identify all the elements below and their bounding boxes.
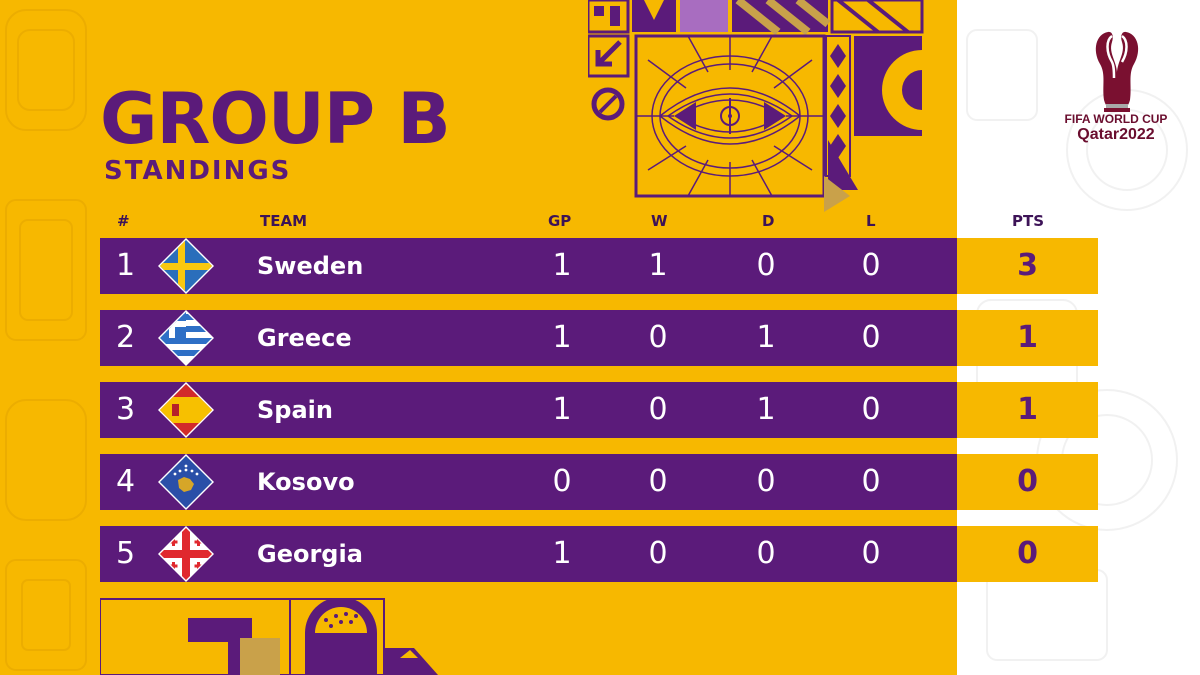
row-team-name: Kosovo — [257, 468, 355, 496]
row-w: 0 — [648, 320, 668, 355]
table-row: 2 Greece 1 0 1 0 — [100, 310, 957, 366]
column-header-rank: # — [117, 212, 130, 230]
row-l: 0 — [861, 248, 881, 283]
world-cup-trophy-logo — [1095, 31, 1139, 112]
row-team-name: Sweden — [257, 252, 364, 280]
column-header-team: TEAM — [260, 212, 308, 230]
row-pts: 0 — [1017, 536, 1038, 571]
row-team-name: Georgia — [257, 540, 363, 568]
row-team-name: Spain — [257, 396, 333, 424]
row-pts-cell: 1 — [957, 382, 1098, 438]
row-team-name: Greece — [257, 324, 352, 352]
column-header-gp: GP — [548, 212, 572, 230]
row-pts: 3 — [1017, 248, 1038, 283]
table-row: 1 Sweden 1 1 0 0 — [100, 238, 957, 294]
top-decorative-artwork — [588, 0, 924, 212]
row-rank: 2 — [116, 320, 136, 355]
row-rank: 3 — [116, 392, 136, 427]
logo-line1: FIFA WORLD CUP — [1064, 112, 1168, 126]
row-l: 0 — [861, 536, 881, 571]
table-row: 4 Kosovo 0 0 0 0 — [100, 454, 957, 510]
row-w: 0 — [648, 464, 668, 499]
row-d: 0 — [756, 464, 776, 499]
row-pts: 1 — [1017, 320, 1038, 355]
page-subtitle: STANDINGS — [104, 156, 292, 186]
row-gp: 1 — [552, 320, 572, 355]
kosovo-flag-icon — [158, 454, 214, 510]
row-w: 0 — [648, 392, 668, 427]
row-rank: 1 — [116, 248, 136, 283]
row-d: 1 — [756, 320, 776, 355]
row-pts: 1 — [1017, 392, 1038, 427]
column-header-l: L — [866, 212, 876, 230]
page-title: GROUP B — [100, 78, 451, 160]
left-decorative-pattern — [5, 9, 87, 671]
row-pts-cell: 0 — [957, 526, 1098, 582]
row-l: 0 — [861, 320, 881, 355]
bottom-decorative-artwork — [100, 598, 438, 675]
georgia-flag-icon — [158, 526, 214, 582]
column-header-pts: PTS — [1012, 212, 1045, 230]
row-pts-cell: 1 — [957, 310, 1098, 366]
row-rank: 5 — [116, 536, 136, 571]
row-w: 1 — [648, 248, 668, 283]
row-gp: 1 — [552, 392, 572, 427]
table-row: 3 Spain 1 0 1 0 — [100, 382, 957, 438]
row-l: 0 — [861, 392, 881, 427]
greece-flag-icon — [158, 310, 214, 366]
column-header-d: D — [762, 212, 775, 230]
row-l: 0 — [861, 464, 881, 499]
row-pts: 0 — [1017, 464, 1038, 499]
row-pts-cell: 3 — [957, 238, 1098, 294]
row-gp: 1 — [552, 536, 572, 571]
spain-flag-icon — [158, 382, 214, 438]
row-d: 0 — [756, 536, 776, 571]
row-d: 1 — [756, 392, 776, 427]
sweden-flag-icon — [158, 238, 214, 294]
column-header-w: W — [651, 212, 668, 230]
row-gp: 0 — [552, 464, 572, 499]
row-rank: 4 — [116, 464, 136, 499]
row-pts-cell: 0 — [957, 454, 1098, 510]
table-row: 5 Georgia 1 0 0 0 — [100, 526, 957, 582]
logo-line2: Qatar2022 — [1077, 126, 1155, 143]
row-gp: 1 — [552, 248, 572, 283]
row-w: 0 — [648, 536, 668, 571]
row-d: 0 — [756, 248, 776, 283]
